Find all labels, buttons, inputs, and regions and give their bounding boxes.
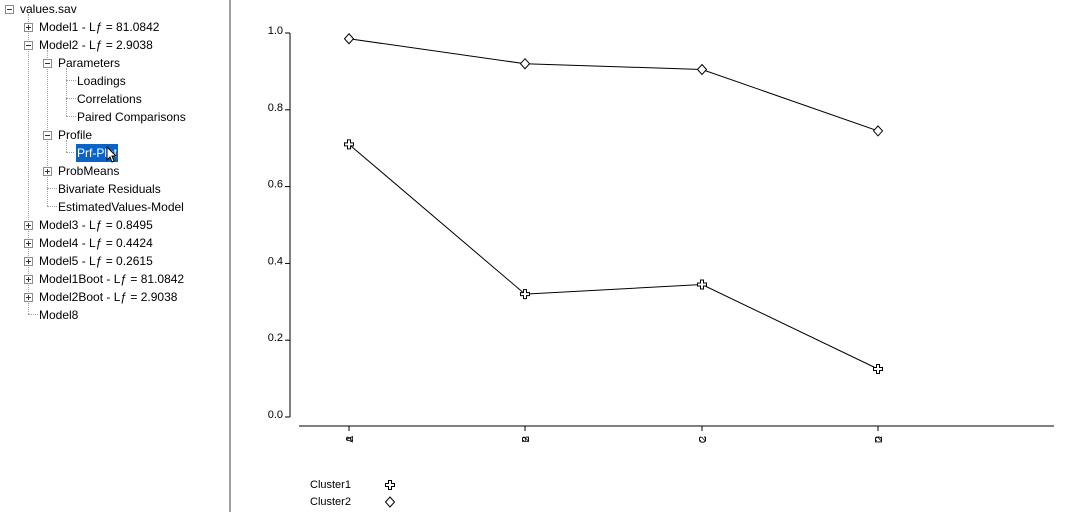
tree-connector	[28, 314, 38, 315]
x-tick-label: 2	[345, 436, 356, 442]
x-tick-label: 2	[874, 436, 885, 442]
tree-connector	[28, 14, 29, 314]
tree-label[interactable]: Correlations	[77, 92, 142, 106]
x-tick-label: C	[698, 436, 709, 443]
collapse-icon[interactable]	[43, 59, 52, 68]
legend-cluster2: Cluster2	[310, 494, 396, 510]
tree-label[interactable]: Paired Comparisons	[77, 110, 186, 124]
tree-connector	[66, 68, 67, 116]
x-tick-label: B	[521, 436, 532, 443]
y-tick-label: 0.0	[268, 409, 283, 421]
tree-connector	[47, 50, 48, 206]
series-line-cluster2	[348, 38, 879, 132]
tree-connector	[47, 206, 57, 207]
expand-icon[interactable]	[24, 23, 33, 32]
tree-label[interactable]: Model1Boot - Lƒ = 81.0842	[39, 272, 185, 286]
profile-plot: 0.00.20.40.60.81.0A2 B2 C2 D2	[268, 25, 1054, 443]
tree-label[interactable]: Bivariate Residuals	[58, 182, 161, 196]
tree-label[interactable]: Model5 - Lƒ = 0.2615	[39, 254, 153, 268]
y-tick-label: 0.2	[268, 332, 283, 344]
mouse-cursor-icon	[106, 146, 118, 163]
series-line-cluster1	[348, 143, 879, 370]
x-tick-label: D	[874, 436, 885, 443]
expand-icon[interactable]	[43, 167, 52, 176]
expand-icon[interactable]	[24, 257, 33, 266]
tree-label[interactable]: EstimatedValues-Model	[58, 200, 184, 214]
tree-connector	[47, 188, 57, 189]
x-tick-label: 2	[698, 436, 709, 442]
legend-cluster1: Cluster1	[310, 477, 395, 493]
y-tick-label: 0.6	[268, 179, 283, 191]
expand-icon[interactable]	[24, 275, 33, 284]
tree-label[interactable]: Model2Boot - Lƒ = 2.9038	[39, 290, 178, 304]
tree-label[interactable]: values.sav	[20, 2, 77, 16]
data-point-cluster1	[344, 139, 354, 150]
data-point-cluster1	[520, 289, 530, 300]
y-tick-label: 0.8	[268, 102, 283, 114]
y-tick-label: 0.4	[268, 255, 283, 267]
collapse-icon[interactable]	[43, 131, 52, 140]
x-tick-label: A	[345, 436, 356, 443]
collapse-icon[interactable]	[24, 41, 33, 50]
legend-label-cluster1: Cluster1	[310, 479, 351, 491]
tree-label[interactable]: Parameters	[58, 56, 121, 70]
tree-label[interactable]: Profile	[58, 128, 93, 142]
data-point-cluster2	[519, 57, 531, 70]
collapse-icon[interactable]	[5, 5, 14, 14]
tree-connector	[66, 80, 76, 81]
cross-marker-icon	[385, 480, 395, 490]
data-point-cluster1	[697, 279, 707, 290]
tree-label[interactable]: Model8	[39, 308, 79, 322]
tree-connector	[66, 152, 76, 153]
y-tick-label: 1.0	[268, 25, 283, 37]
tree-label[interactable]: Loadings	[77, 74, 126, 88]
expand-icon[interactable]	[24, 221, 33, 230]
tree-label[interactable]: Model3 - Lƒ = 0.8495	[39, 218, 153, 232]
tree-label[interactable]: ProbMeans	[58, 164, 120, 178]
tree-view[interactable]: values.sav Model1 - Lƒ = 81.0842 Model2 …	[0, 0, 231, 512]
x-tick-label: 2	[521, 436, 532, 442]
data-point-cluster2	[872, 125, 884, 137]
data-point-cluster2	[343, 33, 355, 45]
data-point-cluster1	[873, 364, 883, 374]
expand-icon[interactable]	[24, 293, 33, 302]
legend-label-cluster2: Cluster2	[310, 496, 351, 508]
tree-connector	[66, 98, 76, 99]
tree-connector	[66, 116, 76, 117]
tree-label[interactable]: Model4 - Lƒ = 0.4424	[39, 236, 153, 250]
diamond-marker-icon	[384, 496, 396, 508]
tree-label[interactable]: Model1 - Lƒ = 81.0842	[39, 20, 160, 34]
tree-connector	[66, 140, 67, 152]
chart-area: 0.0 0.2 0.4 0.6 0.8 1.0 A 2 B 2 C 2 D 2 Cluster1 Clus…	[231, 0, 1066, 512]
expand-icon[interactable]	[24, 239, 33, 248]
data-point-cluster2	[696, 63, 708, 76]
tree-label[interactable]: Model2 - Lƒ = 2.9038	[39, 38, 153, 52]
